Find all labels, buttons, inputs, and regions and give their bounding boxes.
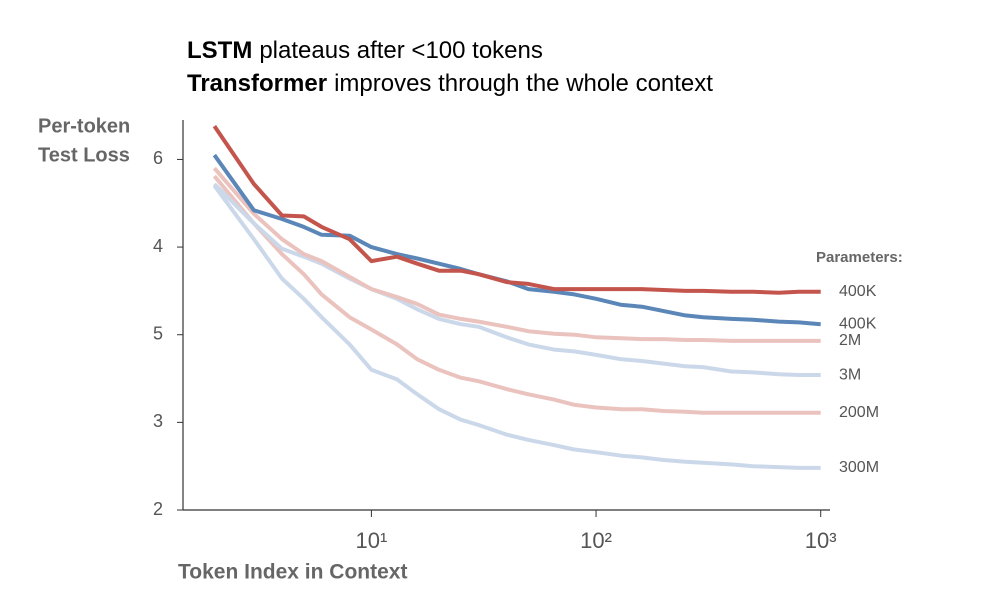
- series-line: [212, 174, 821, 415]
- legend-label: 2M: [839, 332, 861, 349]
- x-tick-label: 10²: [580, 528, 612, 553]
- title-line: Transformer improves through the whole co…: [187, 70, 713, 97]
- y-tick-label: 6: [153, 148, 163, 168]
- legend-label: 3M: [839, 366, 861, 383]
- legend-label: 200M: [839, 404, 879, 421]
- series-line: [212, 166, 821, 343]
- title-bold: LSTM: [187, 37, 252, 64]
- title-text: improves through the whole context: [334, 70, 713, 97]
- series-line: [212, 182, 821, 377]
- title-bold: Transformer: [187, 70, 327, 97]
- series-line: [212, 153, 821, 327]
- y-tick-label: 4: [153, 236, 163, 256]
- legend-label: 400K: [839, 283, 877, 300]
- series-line: [212, 124, 821, 295]
- series-line: [212, 184, 821, 470]
- legend-label: 400K: [839, 315, 877, 332]
- legend-label: 300M: [839, 459, 879, 476]
- legend-title: Parameters:: [816, 249, 903, 266]
- title-text: plateaus after <100 tokens: [259, 37, 543, 64]
- y-axis-label: Per-token: [38, 115, 130, 137]
- y-axis-label: Test Loss: [38, 144, 130, 166]
- y-tick-label: 5: [153, 323, 163, 343]
- x-tick-label: 10¹: [356, 528, 388, 553]
- x-axis-label: Token Index in Context: [178, 561, 407, 584]
- y-tick-label: 2: [153, 499, 163, 519]
- title-line: LSTM plateaus after <100 tokens: [187, 37, 543, 64]
- y-tick-label: 3: [153, 411, 163, 431]
- x-tick-label: 10³: [805, 528, 837, 553]
